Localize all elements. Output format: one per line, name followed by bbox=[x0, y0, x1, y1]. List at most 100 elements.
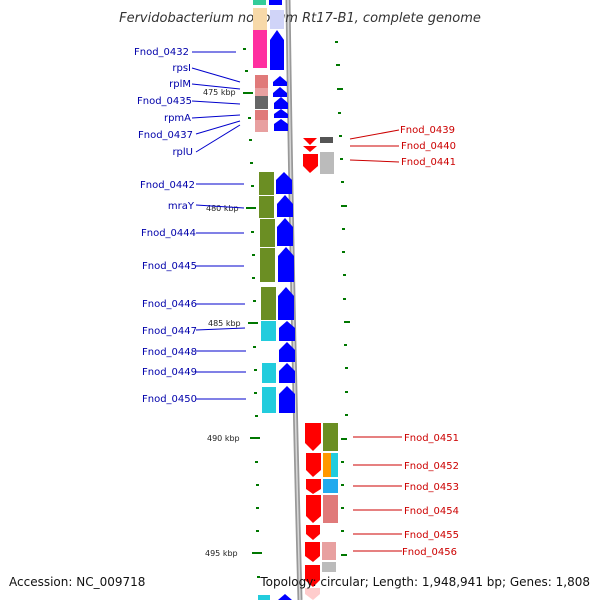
tick-labels: 475 kbp 480 kbp 485 kbp 490 kbp 495 kbp bbox=[203, 88, 241, 558]
gene-arrow-rpsi bbox=[273, 76, 287, 86]
left-outer-track bbox=[253, 8, 276, 600]
gene-label[interactable]: Fnod_0441 bbox=[401, 157, 456, 168]
gene-arrow-header bbox=[270, 10, 284, 29]
gene-label[interactable]: Fnod_0447 bbox=[142, 326, 197, 337]
minor-tick bbox=[344, 344, 347, 346]
minor-tick bbox=[341, 205, 347, 207]
right-outer-track bbox=[320, 137, 338, 572]
gene-label[interactable]: rpsI bbox=[172, 63, 191, 74]
gene-label[interactable]: Fnod_0432 bbox=[134, 47, 189, 58]
gene-label[interactable]: Fnod_0452 bbox=[404, 461, 459, 472]
minor-tick bbox=[335, 41, 338, 43]
left-label-leaders bbox=[191, 51, 246, 400]
minor-tick bbox=[341, 530, 344, 532]
accession-text: Accession: NC_009718 bbox=[9, 575, 145, 589]
gene-arrow-fnod-0448 bbox=[279, 342, 295, 362]
minor-tick bbox=[254, 369, 257, 371]
gene-label[interactable]: Fnod_0449 bbox=[142, 367, 197, 378]
leader-line bbox=[195, 327, 246, 331]
gene-block-fnod-0450 bbox=[262, 387, 276, 413]
gene-label[interactable]: rpmA bbox=[164, 113, 191, 124]
leader-line bbox=[191, 114, 241, 119]
gene-block-fnod-0435 bbox=[255, 96, 268, 109]
minor-tick bbox=[249, 139, 252, 141]
gene-block-fnod-0449 bbox=[262, 363, 276, 383]
minor-tick bbox=[343, 274, 346, 276]
gene-label[interactable]: Fnod_0435 bbox=[137, 96, 192, 107]
gene-block-rpma bbox=[255, 110, 268, 120]
gene-label[interactable]: Fnod_0454 bbox=[404, 506, 459, 517]
gene-arrow-fnod-0455 bbox=[306, 525, 320, 540]
gene-block-fnod-0437 bbox=[255, 120, 268, 132]
minor-tick bbox=[253, 300, 256, 302]
reverse-strand-arrows bbox=[303, 138, 321, 600]
gene-label[interactable]: Fnod_0442 bbox=[140, 180, 195, 191]
gene-arrow-fnod-0444 bbox=[277, 218, 293, 246]
minor-tick bbox=[345, 367, 348, 369]
gene-label[interactable]: Fnod_0453 bbox=[404, 482, 459, 493]
gene-arrow-fnod-0435 bbox=[274, 97, 288, 109]
gene-label[interactable]: Fnod_0446 bbox=[142, 299, 197, 310]
minor-tick bbox=[250, 162, 253, 164]
gene-label[interactable]: Fnod_0440 bbox=[401, 141, 456, 152]
minor-tick bbox=[337, 88, 343, 90]
gene-arrow-fnod-0453 bbox=[306, 479, 321, 494]
minor-tick bbox=[341, 507, 344, 509]
gene-arrow-rplm bbox=[273, 87, 287, 97]
minor-tick bbox=[341, 438, 347, 440]
gene-block bbox=[253, 0, 266, 5]
gene-label[interactable]: Fnod_0450 bbox=[142, 394, 197, 405]
gene-arrow-fnod-0440 bbox=[303, 146, 317, 152]
gene-block-fnod-0454 bbox=[323, 495, 338, 523]
minor-tick bbox=[245, 70, 248, 72]
minor-tick bbox=[342, 228, 345, 230]
gene-label[interactable]: Fnod_0445 bbox=[142, 261, 197, 272]
gene-label[interactable]: Fnod_0437 bbox=[138, 130, 193, 141]
tick-label: 480 kbp bbox=[206, 204, 239, 213]
minor-tick bbox=[338, 112, 341, 114]
minor-tick bbox=[340, 158, 343, 160]
gene-arrow-fnod-0447 bbox=[279, 321, 295, 341]
gene-label[interactable]: Fnod_0456 bbox=[402, 547, 457, 558]
right-gene-labels: Fnod_0439 Fnod_0440 Fnod_0441 Fnod_0451 … bbox=[400, 125, 459, 558]
tick-marks bbox=[243, 41, 350, 578]
gene-block bbox=[322, 562, 336, 572]
gene-label[interactable]: rplM bbox=[169, 79, 191, 90]
minor-tick bbox=[248, 117, 251, 119]
minor-tick bbox=[252, 254, 255, 256]
minor-tick bbox=[342, 251, 345, 253]
gene-label[interactable]: Fnod_0444 bbox=[141, 228, 196, 239]
minor-tick bbox=[251, 231, 254, 233]
tick-label: 495 kbp bbox=[205, 549, 238, 558]
gene-block-fnod-0453 bbox=[323, 479, 338, 493]
gene-block-fnod-0432 bbox=[253, 30, 267, 68]
minor-tick bbox=[256, 484, 259, 486]
gene-arrow-rpma bbox=[274, 109, 288, 118]
gene-label[interactable]: Fnod_0451 bbox=[404, 433, 459, 444]
gene-block-fnod-0445 bbox=[260, 248, 275, 282]
gene-label[interactable]: rplU bbox=[172, 147, 193, 158]
gene-block-fnod-0439 bbox=[320, 137, 333, 143]
leader-line bbox=[195, 120, 241, 135]
gene-arrow-fnod-0432 bbox=[270, 30, 284, 70]
gene-label[interactable]: Fnod_0448 bbox=[142, 347, 197, 358]
gene-label[interactable]: mraY bbox=[168, 201, 195, 212]
left-gene-labels: Fnod_0432 rpsI rplM Fnod_0435 rpmA Fnod_… bbox=[134, 47, 197, 405]
tick-label: 490 kbp bbox=[207, 434, 240, 443]
topology-text: Topology: circular; Length: 1,948,941 bp… bbox=[259, 575, 590, 589]
gene-label[interactable]: Fnod_0439 bbox=[400, 125, 455, 136]
gene-label[interactable]: Fnod_0455 bbox=[404, 530, 459, 541]
gene-block-fnod-0451 bbox=[323, 423, 338, 451]
gene-block bbox=[269, 0, 282, 5]
minor-tick bbox=[345, 391, 348, 393]
minor-tick bbox=[256, 507, 259, 509]
gene-arrow-fnod-0456 bbox=[305, 542, 320, 562]
gene-block bbox=[258, 595, 270, 600]
gene-arrow bbox=[278, 594, 292, 600]
gene-block-fnod-0452 bbox=[323, 453, 331, 477]
gene-block-fnod-0441 bbox=[320, 152, 334, 174]
leader-line bbox=[191, 100, 241, 105]
gene-block-fnod-0444 bbox=[260, 219, 275, 247]
leader-line bbox=[191, 67, 241, 83]
minor-tick bbox=[341, 554, 347, 556]
